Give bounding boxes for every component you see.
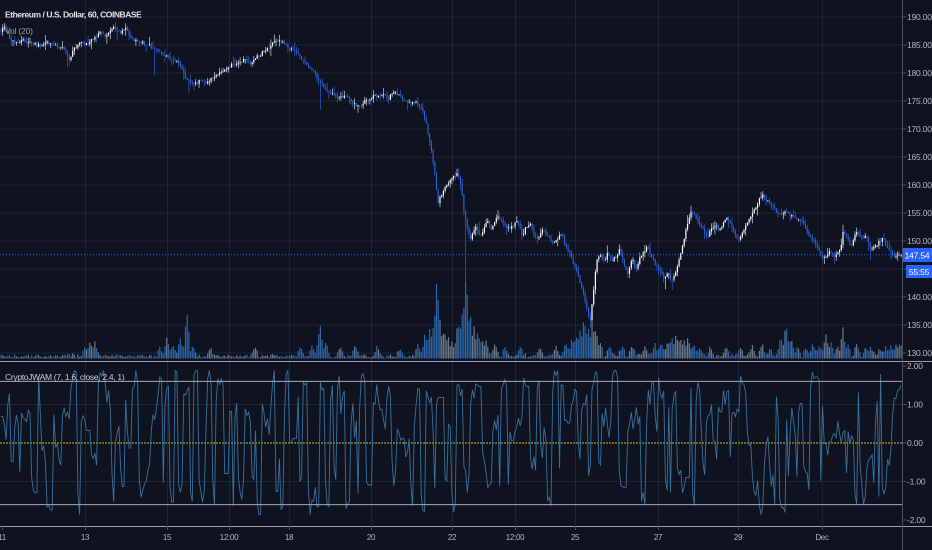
svg-text:25: 25 [571, 533, 580, 542]
svg-text:-2.00: -2.00 [907, 515, 926, 525]
svg-text:55:55: 55:55 [909, 267, 930, 277]
svg-text:-1.00: -1.00 [907, 477, 926, 487]
svg-text:18: 18 [285, 533, 294, 542]
svg-text:180.00: 180.00 [907, 68, 932, 78]
svg-text:20: 20 [367, 533, 376, 542]
svg-text:135.00: 135.00 [907, 320, 932, 330]
svg-text:150.00: 150.00 [907, 236, 932, 246]
svg-text:Ethereum / U.S. Dollar, 60, CO: Ethereum / U.S. Dollar, 60, COINBASE [5, 10, 142, 20]
svg-text:0.00: 0.00 [907, 438, 923, 448]
svg-text:175.00: 175.00 [907, 96, 932, 106]
svg-text:190.00: 190.00 [907, 12, 932, 22]
svg-text:11: 11 [0, 533, 7, 542]
svg-text:185.00: 185.00 [907, 40, 932, 50]
svg-text:2.00: 2.00 [907, 361, 923, 371]
svg-text:Vol (20): Vol (20) [5, 26, 33, 36]
svg-text:1.00: 1.00 [907, 400, 923, 410]
svg-text:130.00: 130.00 [907, 348, 932, 358]
svg-text:CryptoJWAM (7, 1.6, close, 2.4: CryptoJWAM (7, 1.6, close, 2.4, 1) [5, 372, 125, 382]
svg-text:13: 13 [81, 533, 90, 542]
svg-text:170.00: 170.00 [907, 124, 932, 134]
svg-text:155.00: 155.00 [907, 208, 932, 218]
svg-text:165.00: 165.00 [907, 152, 932, 162]
svg-text:29: 29 [734, 533, 743, 542]
svg-text:12:00: 12:00 [506, 533, 525, 542]
svg-text:22: 22 [448, 533, 457, 542]
svg-text:140.00: 140.00 [907, 292, 932, 302]
svg-text:15: 15 [163, 533, 172, 542]
svg-text:147.54: 147.54 [905, 251, 930, 261]
svg-text:Dec: Dec [815, 533, 829, 542]
svg-text:12:00: 12:00 [220, 533, 239, 542]
svg-text:160.00: 160.00 [907, 180, 932, 190]
svg-text:27: 27 [654, 533, 663, 542]
